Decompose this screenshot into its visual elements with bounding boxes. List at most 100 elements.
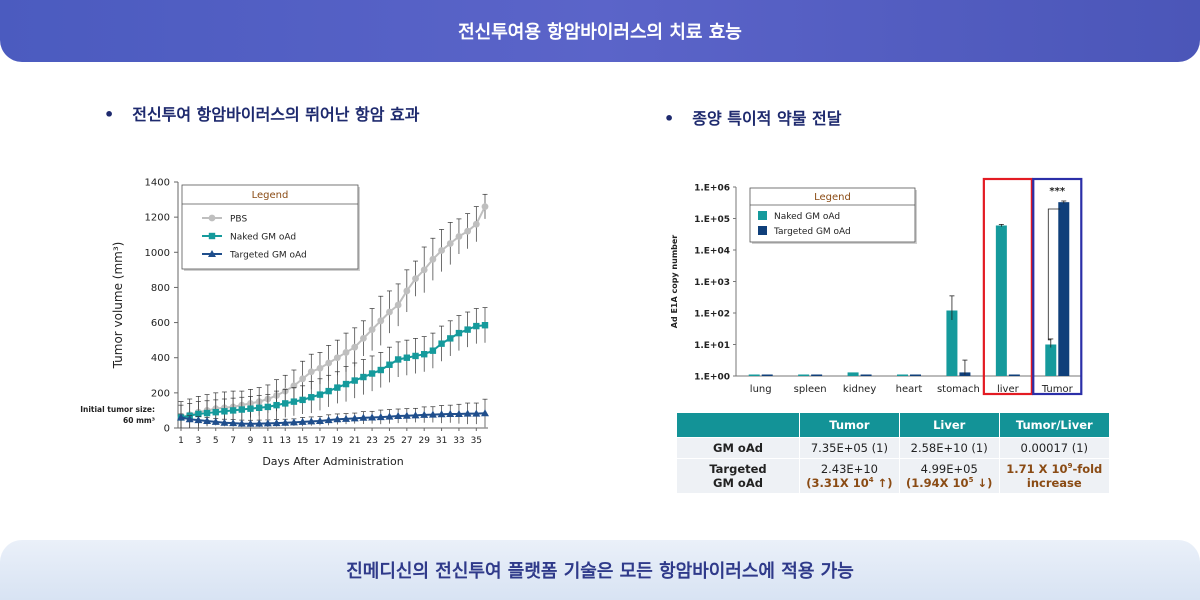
series-targeted-gm-oad xyxy=(177,398,489,428)
left-section-title: • 전신투여 항암바이러스의 뛰어난 항암 효과 xyxy=(104,105,420,124)
x-tick-label: 19 xyxy=(332,436,344,446)
data-point xyxy=(255,404,263,411)
legend-box xyxy=(749,187,916,243)
ratio-cell: 0.00017 (1) xyxy=(998,437,1111,459)
data-point xyxy=(351,377,358,384)
tumor-cell: 2.43E+10 (3.31X 104 ↑) xyxy=(799,458,900,494)
data-point xyxy=(246,419,255,427)
data-point xyxy=(429,255,437,263)
series-line xyxy=(180,324,486,419)
x-tick-label: 21 xyxy=(349,436,360,446)
data-point xyxy=(377,317,385,325)
y-tick-label: 200 xyxy=(151,388,170,399)
y-tick-label: 400 xyxy=(151,353,170,364)
x-tick-label: heart xyxy=(896,384,923,395)
legend-label: Targeted GM oAd xyxy=(773,227,851,237)
bar-spleen xyxy=(798,374,810,376)
data-point xyxy=(238,406,245,413)
x-tick-label: 13 xyxy=(280,436,291,446)
liver-cell: 2.58E+10 (1) xyxy=(898,437,1000,459)
data-point xyxy=(195,410,202,418)
y-tick-label: 1.E+03 xyxy=(694,278,730,288)
bar-lung xyxy=(761,374,773,376)
data-point xyxy=(447,335,454,342)
row-label: GM oAd xyxy=(676,437,800,459)
data-point xyxy=(368,370,376,377)
data-point xyxy=(299,375,306,383)
data-point xyxy=(282,400,289,407)
data-point xyxy=(472,409,481,417)
legend-label: PBS xyxy=(230,215,247,225)
data-point xyxy=(247,405,254,412)
data-point xyxy=(299,396,306,404)
data-point xyxy=(472,220,480,228)
data-point xyxy=(264,403,272,411)
data-point xyxy=(481,203,489,210)
legend-title: Legend xyxy=(252,190,289,201)
legend-swatch xyxy=(758,226,767,235)
data-point xyxy=(263,419,272,427)
table-header-cell: Tumor xyxy=(799,412,900,438)
ratio-cell: 1.71 X 109-fold increase xyxy=(998,458,1111,494)
data-point xyxy=(412,275,419,283)
y-tick-label: 800 xyxy=(151,283,170,294)
data-point xyxy=(464,227,472,235)
x-tick-label: 33 xyxy=(453,436,464,446)
legend-label: Naked GM oAd xyxy=(230,233,296,243)
data-point xyxy=(325,359,333,367)
legend-label: Targeted GM oAd xyxy=(229,251,307,261)
data-point xyxy=(272,419,281,427)
x-tick-label: 15 xyxy=(297,436,308,446)
data-point xyxy=(194,416,203,424)
x-tick-label: 9 xyxy=(248,436,254,446)
bar-tumor xyxy=(1058,202,1070,376)
data-point xyxy=(212,408,219,416)
data-point xyxy=(229,407,237,414)
row-label: Targeted GM oAd xyxy=(676,458,800,494)
table-header-cell: Liver xyxy=(898,412,1000,438)
y-tick-label: 1.E+05 xyxy=(694,215,730,225)
data-point xyxy=(411,411,420,419)
data-point xyxy=(455,233,463,240)
data-point xyxy=(377,366,384,374)
y-axis-label: Ad E1A copy number xyxy=(670,235,679,329)
data-point xyxy=(455,329,463,337)
x-tick-label: 35 xyxy=(471,436,482,446)
footer-text: 진메디신의 전신투여 플랫폼 기술은 모든 항암바이러스에 적용 가능 xyxy=(346,561,854,582)
y-tick-label: 1200 xyxy=(145,213,170,224)
x-tick-label: 27 xyxy=(401,436,412,446)
data-point xyxy=(437,410,446,418)
data-point xyxy=(376,413,385,421)
data-point xyxy=(185,415,194,423)
bar-kidney xyxy=(847,372,859,376)
x-tick-label: 31 xyxy=(436,436,447,446)
footer-banner: 진메디신의 전신투여 플랫폼 기술은 모든 항암바이러스에 적용 가능 xyxy=(0,540,1200,600)
y-tick-label: 1.E+01 xyxy=(694,341,730,351)
data-point xyxy=(351,343,359,351)
data-point xyxy=(220,418,229,426)
bullet-icon: • xyxy=(664,109,675,128)
data-point xyxy=(316,364,324,372)
data-point xyxy=(402,411,411,419)
data-point xyxy=(394,356,402,363)
table-row: GM oAd 7.35E+05 (1) 2.58E+10 (1) 0.00017… xyxy=(676,437,1111,459)
data-point xyxy=(463,409,472,417)
data-point xyxy=(481,409,489,417)
data-point xyxy=(446,240,454,247)
data-point xyxy=(421,351,428,358)
significance-bracket xyxy=(1047,208,1061,341)
data-point xyxy=(307,417,316,425)
data-point xyxy=(177,413,185,421)
data-point xyxy=(281,418,290,426)
bar-heart xyxy=(897,374,908,376)
data-point xyxy=(342,349,350,356)
x-tick-label: 23 xyxy=(366,436,377,446)
data-point xyxy=(324,416,333,424)
annotation-line: 60 mm³ xyxy=(123,416,155,425)
bar-stomach xyxy=(946,310,958,376)
legend-marker xyxy=(208,214,216,222)
y-tick-label: 1400 xyxy=(145,178,170,189)
data-point xyxy=(333,415,342,423)
data-point xyxy=(464,326,471,333)
y-tick-label: 1000 xyxy=(145,248,170,259)
